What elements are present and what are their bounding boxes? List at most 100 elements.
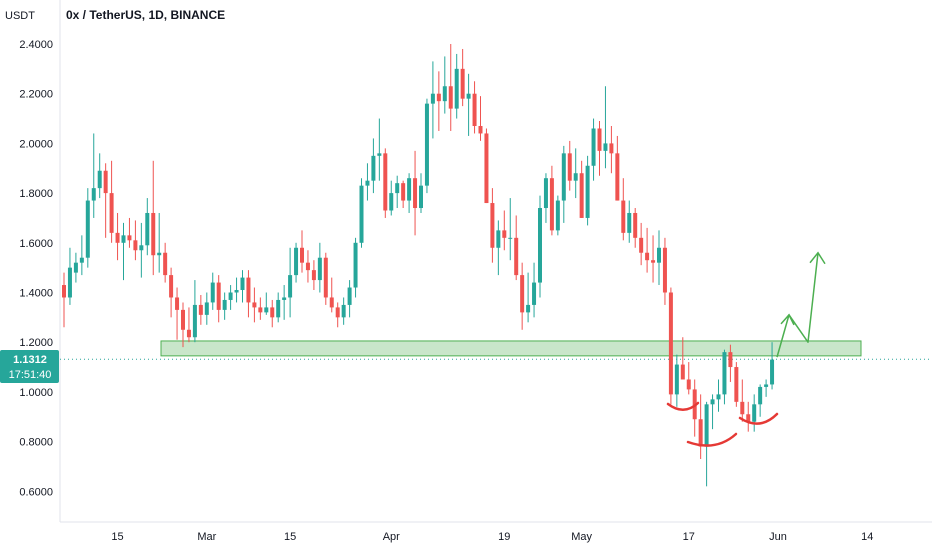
candle — [532, 262, 537, 318]
y-tick-label: 0.8000 — [19, 437, 53, 449]
candle — [145, 198, 150, 256]
candle — [597, 121, 602, 176]
candle — [73, 252, 78, 283]
candle — [686, 362, 691, 395]
candle — [258, 297, 263, 320]
candle — [276, 292, 281, 323]
candle — [514, 215, 519, 281]
candle — [317, 242, 322, 293]
y-tick-label: 1.6000 — [19, 238, 53, 250]
candle — [627, 200, 632, 243]
x-tick-label: 14 — [861, 531, 873, 543]
candle — [484, 128, 489, 204]
last-price-value: 1.1312 — [13, 354, 47, 366]
candle — [508, 198, 513, 261]
candle — [204, 292, 209, 325]
candle — [329, 277, 334, 313]
candle — [758, 384, 763, 417]
candle — [698, 394, 703, 459]
candle — [371, 138, 376, 194]
candle — [746, 401, 751, 432]
candle — [198, 294, 203, 325]
candle — [472, 81, 477, 134]
candle — [549, 165, 554, 236]
candle — [169, 267, 174, 318]
candle — [752, 394, 757, 432]
y-tick-label: 2.4000 — [19, 39, 53, 51]
candle — [139, 222, 144, 278]
currency-label: USDT — [5, 10, 35, 22]
candle — [288, 247, 293, 318]
candle — [633, 208, 638, 248]
candle — [740, 379, 745, 422]
candle — [436, 71, 441, 131]
candle — [347, 280, 352, 318]
y-tick-label: 2.0000 — [19, 138, 53, 150]
candle — [413, 150, 418, 236]
candle — [252, 287, 257, 323]
candle — [424, 98, 429, 194]
candle — [240, 270, 245, 303]
y-tick-label: 1.2000 — [19, 337, 53, 349]
candle — [490, 188, 495, 263]
candle — [407, 173, 412, 213]
candle-countdown: 17:51:40 — [9, 369, 52, 381]
candle — [335, 302, 340, 328]
candle — [621, 178, 626, 241]
candle — [454, 53, 459, 119]
candle — [603, 86, 608, 169]
head-arc — [686, 432, 738, 447]
candle — [228, 285, 233, 310]
candle — [543, 173, 548, 223]
x-tick-label: 19 — [498, 531, 510, 543]
candle — [704, 401, 709, 487]
candle — [657, 230, 661, 286]
y-tick-label: 1.8000 — [19, 188, 53, 200]
projection-arrow-mid-head — [780, 313, 795, 326]
candle — [175, 287, 180, 340]
candle — [270, 299, 275, 328]
candle — [85, 188, 90, 268]
candle — [163, 242, 168, 283]
y-tick-label: 2.2000 — [19, 89, 53, 101]
candle — [109, 160, 114, 243]
candle — [311, 260, 316, 291]
left-shoulder-arc — [666, 401, 700, 411]
x-tick-label: May — [571, 531, 592, 543]
candle — [579, 160, 584, 218]
candle — [133, 220, 138, 261]
candle — [674, 354, 679, 407]
candle — [115, 212, 120, 261]
candle — [585, 155, 590, 226]
candle — [383, 148, 388, 218]
candle — [181, 302, 185, 348]
candle — [651, 235, 656, 283]
candle — [502, 210, 507, 251]
candle — [401, 180, 406, 209]
candle — [526, 272, 531, 323]
candle — [419, 173, 423, 213]
candle — [561, 145, 566, 223]
candle — [341, 297, 346, 325]
candles — [62, 44, 775, 487]
candle — [365, 163, 370, 201]
candle — [127, 217, 132, 248]
x-tick-label: 15 — [284, 531, 296, 543]
candle — [770, 342, 775, 390]
candle — [389, 180, 394, 216]
candle — [639, 222, 644, 266]
symbol-title: 0x / TetherUS, 1D, BINANCE — [66, 8, 225, 22]
candle — [97, 153, 102, 199]
candle — [615, 135, 620, 201]
y-tick-label: 1.0000 — [19, 387, 53, 399]
candle — [734, 362, 739, 407]
candle — [305, 250, 310, 283]
candle — [728, 344, 733, 382]
candle — [359, 178, 364, 248]
candle — [722, 349, 727, 405]
right-shoulder-arc — [738, 412, 779, 425]
projection-arrow-head — [809, 251, 826, 265]
candle — [710, 394, 715, 430]
